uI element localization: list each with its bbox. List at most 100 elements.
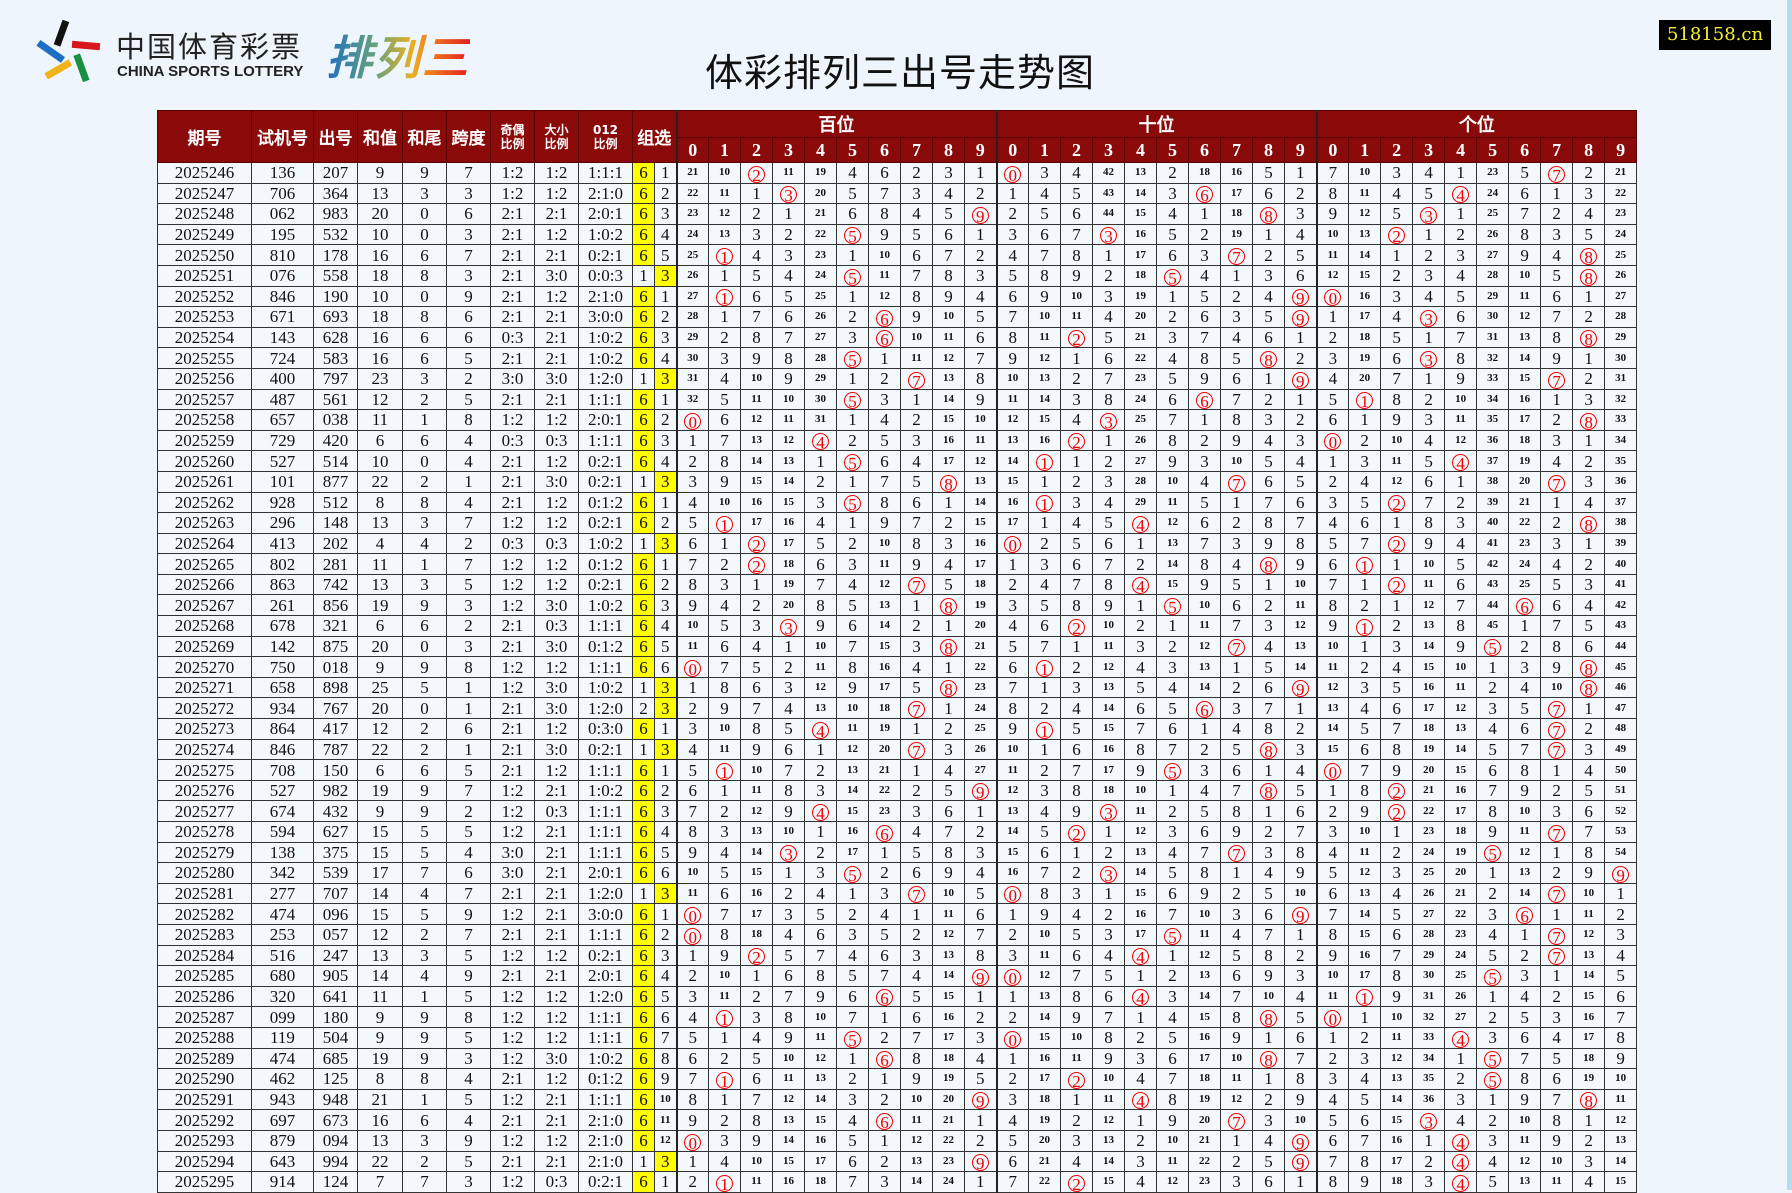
table-row: 2025267 261 856 19 9 3 1:2 3:0 1:0:2 6 3 9 4 2 20 8 5 13 1… [157, 594, 1638, 617]
cell-odd-even-ratio: 2:1 [490, 1109, 535, 1131]
omission-hundreds-9: 21 [963, 635, 998, 658]
omission-units-7: 1 [1540, 491, 1574, 514]
omission-hundreds-1: 2 [708, 800, 741, 822]
cell-issue: 2025255 [157, 347, 252, 369]
table-row: 2025255 724 583 16 6 5 2:1 2:1 1:0:2 6 4 30 3 9 8 28 5 1 1… [157, 347, 1638, 369]
omission-units-8: 16 [1572, 1006, 1606, 1028]
omission-tens-8: 2 [1252, 594, 1286, 617]
omission-tens-8: 9 [1252, 965, 1286, 987]
cell-012-ratio: 0:1:2 [578, 491, 633, 514]
omission-hundreds-8: 4 [932, 553, 965, 575]
omission-hundreds-0: 8 [675, 573, 709, 596]
cell-012-ratio: 1:0:2 [578, 347, 633, 369]
omission-hundreds-8: 8 [932, 264, 965, 287]
cell-sum-tail: 2 [402, 1150, 447, 1173]
omission-tens-1: 16 [1028, 1047, 1062, 1070]
omission-hundreds-6: 6 [868, 944, 901, 967]
omission-tens-4: 21 [1124, 326, 1158, 349]
cell-012-ratio: 2:1:0 [578, 285, 633, 308]
omission-tens-7: 8 [1220, 1006, 1254, 1028]
site-badge[interactable]: 518158.cn [1659, 20, 1771, 50]
hit-hundreds-3: 3 [772, 182, 805, 205]
omission-tens-3: 8 [1092, 388, 1126, 411]
omission-units-0: 1 [1315, 1026, 1350, 1049]
cell-span: 2 [446, 532, 491, 555]
cell-odd-even-ratio: 2:1 [490, 306, 535, 328]
omission-hundreds-1: 6 [708, 882, 741, 905]
hit-units-7: 7 [1540, 470, 1574, 493]
omission-tens-3: 15 [1092, 1171, 1126, 1193]
omission-hundreds-5: 9 [836, 676, 869, 699]
cell-sum: 19 [357, 779, 403, 802]
cell-group-six: 6 [632, 203, 655, 225]
omission-tens-3: 6 [1092, 985, 1126, 1008]
omission-tens-1: 3 [1028, 553, 1062, 575]
omission-tens-9: 12 [1284, 615, 1318, 637]
omission-units-5: 4 [1476, 718, 1510, 740]
omission-tens-8: 5 [1252, 450, 1286, 472]
cell-issue: 2025247 [157, 182, 252, 205]
hit-circle-icon: 2 [1068, 618, 1086, 636]
omission-tens-7: 1 [1220, 1129, 1254, 1152]
omission-units-4: 14 [1444, 738, 1478, 761]
omission-hundreds-2: 5 [740, 264, 773, 287]
cell-span: 4 [446, 450, 491, 472]
hit-circle-icon: 2 [1388, 227, 1406, 244]
hit-circle-icon: 8 [1580, 515, 1598, 533]
omission-tens-6: 7 [1188, 532, 1222, 555]
table-row: 2025257 487 561 12 2 5 2:1 2:1 1:1:1 6 1 32 5 11 10 30 5… [157, 388, 1638, 411]
cell-test-number: 864 [251, 718, 314, 740]
table-row: 2025286 320 641 11 1 5 1:2 1:2 1:2:0 6 5 3 11 2 7 9 6 6 5 1… [157, 985, 1638, 1008]
omission-units-1: 11 [1348, 841, 1382, 864]
omission-hundreds-8: 4 [932, 182, 965, 205]
omission-hundreds-6: 11 [868, 264, 901, 287]
cell-big-small-ratio: 2:1 [534, 903, 579, 925]
omission-units-1: 18 [1348, 326, 1382, 349]
omission-units-0: 9 [1315, 615, 1350, 637]
cell-sum-tail: 8 [402, 306, 447, 328]
omission-hundreds-3: 15 [772, 1150, 805, 1173]
cell-big-small-ratio: 0:3 [534, 429, 579, 452]
cell-odd-even-ratio: 2:1 [490, 882, 535, 905]
omission-hundreds-9: 18 [963, 573, 998, 596]
omission-units-8: 14 [1572, 965, 1606, 987]
omission-units-0: 6 [1315, 409, 1350, 431]
omission-tens-7: 3 [1220, 903, 1254, 925]
omission-units-7: 1 [1540, 759, 1574, 781]
omission-hundreds-1: 2 [708, 1047, 741, 1070]
omission-units-6: 4 [1508, 985, 1542, 1008]
hit-hundreds-7: 7 [900, 882, 933, 905]
omission-tens-4: 2 [1124, 1026, 1158, 1049]
hit-hundreds-6: 6 [868, 1047, 901, 1070]
hit-circle-icon: 5 [844, 865, 861, 883]
cell-big-small-ratio: 1:2 [534, 285, 579, 308]
omission-units-5: 5 [1476, 1171, 1510, 1193]
omission-hundreds-9: 12 [963, 450, 998, 472]
hit-hundreds-9: 9 [963, 1150, 998, 1173]
omission-hundreds-4: 11 [804, 656, 837, 678]
col-hundreds-digit-2: 2 [740, 137, 773, 163]
omission-units-4: 11 [1444, 676, 1478, 699]
omission-hundreds-8: 11 [932, 326, 965, 349]
omission-tens-7: 2 [1220, 882, 1254, 905]
hit-tens-6: 6 [1188, 697, 1222, 720]
cell-draw-number: 247 [313, 944, 358, 967]
omission-hundreds-6: 4 [868, 409, 901, 431]
omission-hundreds-0: 2 [675, 450, 709, 472]
omission-hundreds-7: 3 [900, 182, 933, 205]
omission-tens-8: 4 [1252, 285, 1286, 308]
cell-draw-number: 994 [313, 1150, 358, 1173]
cell-sum: 13 [357, 573, 403, 596]
cell-012-ratio: 0:2:1 [578, 244, 633, 266]
omission-hundreds-4: 2 [804, 759, 837, 781]
omission-tens-8: 3 [1252, 615, 1286, 637]
cell-draw-number: 641 [313, 985, 358, 1008]
cell-span: 5 [446, 388, 491, 411]
hit-circle-icon: 9 [1291, 371, 1309, 389]
omission-hundreds-4: 24 [804, 264, 837, 287]
cell-draw-number: 877 [313, 470, 358, 493]
table-row: 2025274 846 787 22 2 1 2:1 3:0 0:2:1 1 3 4 11 9 6 1 12 20… [157, 738, 1638, 761]
omission-tens-7: 9 [1220, 429, 1254, 452]
omission-hundreds-2: 10 [740, 367, 773, 390]
omission-tens-6: 6 [1188, 306, 1222, 328]
